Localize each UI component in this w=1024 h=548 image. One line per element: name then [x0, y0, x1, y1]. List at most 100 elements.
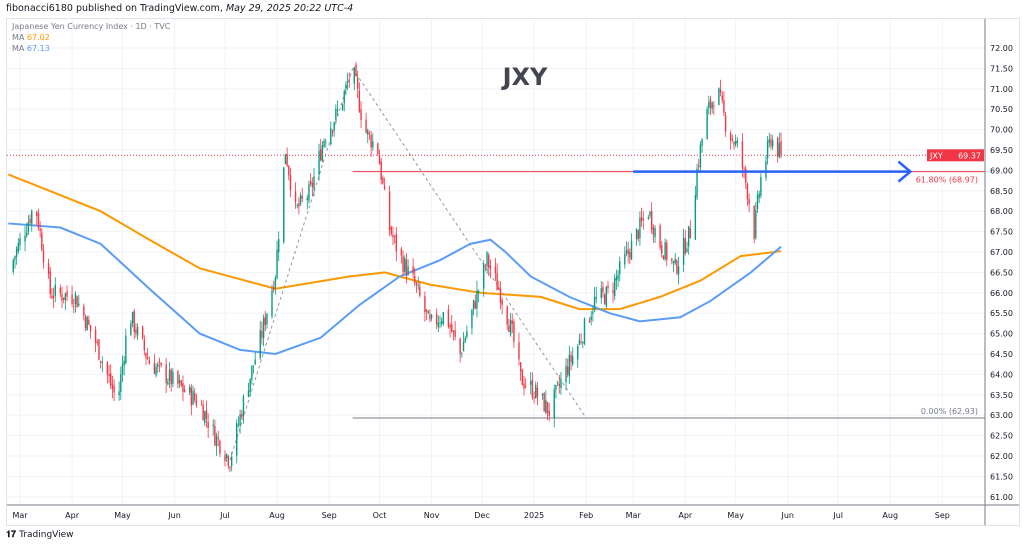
- fib-trend-line: [352, 68, 587, 419]
- candle: [451, 315, 453, 333]
- candle-body: [672, 261, 675, 264]
- candle-body: [743, 168, 745, 169]
- y-tick-label: 68.00: [990, 207, 1013, 216]
- candle-body: [368, 132, 371, 134]
- candle: [558, 374, 560, 394]
- candle: [619, 256, 621, 282]
- candle: [180, 379, 182, 388]
- candle: [360, 101, 362, 129]
- candle-body: [748, 199, 750, 204]
- candle: [158, 357, 161, 373]
- candle: [313, 168, 315, 197]
- candle: [101, 356, 104, 373]
- candle: [41, 227, 43, 252]
- candle: [392, 226, 394, 246]
- candle: [612, 282, 614, 303]
- ma2-label: MA: [12, 44, 25, 53]
- candle-body: [76, 296, 78, 308]
- candle: [577, 344, 579, 368]
- candle: [424, 291, 426, 322]
- candle: [449, 322, 451, 338]
- candle-body: [440, 321, 443, 325]
- candle-body: [358, 90, 361, 112]
- candle: [365, 112, 367, 134]
- candle-body: [593, 296, 596, 310]
- x-tick-label: Jun: [781, 511, 795, 520]
- candle: [27, 215, 30, 236]
- candle: [368, 130, 371, 141]
- candle-body: [301, 196, 303, 199]
- author-link[interactable]: fibonacci6180: [6, 3, 73, 14]
- candle: [318, 143, 320, 181]
- candle-body: [701, 138, 703, 146]
- candle-body: [711, 102, 713, 109]
- candle-body: [370, 134, 372, 148]
- candle-body: [719, 89, 722, 93]
- candle: [283, 167, 285, 244]
- candle-body: [145, 353, 147, 358]
- candle: [214, 419, 216, 447]
- candle: [143, 335, 146, 356]
- candle-body: [382, 177, 384, 184]
- candle-body: [459, 338, 461, 354]
- candle-body: [461, 353, 463, 355]
- candle: [661, 240, 663, 258]
- candle: [306, 194, 308, 210]
- candle-body: [758, 193, 760, 198]
- candle-body: [99, 361, 102, 363]
- y-tick-label: 61.00: [990, 493, 1013, 502]
- candle: [348, 72, 350, 88]
- candle-body: [320, 149, 322, 161]
- candle-body: [294, 191, 297, 203]
- candle-body: [546, 401, 549, 414]
- candle-body: [439, 322, 441, 324]
- candle-body: [348, 79, 350, 81]
- legend-ma1: MA 67.02: [12, 33, 50, 42]
- candle: [630, 233, 633, 260]
- candle: [509, 313, 512, 337]
- candle-body: [54, 284, 56, 296]
- candle-body: [509, 319, 512, 335]
- y-tick-label: 70.50: [990, 105, 1013, 114]
- candle: [31, 209, 33, 232]
- candle-body: [106, 362, 109, 375]
- candle: [666, 239, 668, 267]
- candle: [39, 221, 41, 238]
- candle-body: [555, 384, 557, 390]
- candle-body: [592, 311, 594, 314]
- candle: [388, 185, 391, 237]
- candle: [49, 266, 51, 299]
- candle: [417, 276, 419, 290]
- candle: [17, 238, 20, 254]
- candle: [642, 210, 644, 230]
- candle: [580, 333, 582, 345]
- candle: [195, 393, 198, 408]
- candle-body: [674, 258, 676, 264]
- candle: [121, 355, 124, 382]
- tradingview-logo[interactable]: 𝟏𝟕 TradingView: [6, 530, 74, 540]
- y-tick-label: 66.00: [990, 289, 1013, 298]
- candle: [578, 333, 581, 346]
- candle: [380, 157, 382, 185]
- candle: [488, 252, 490, 277]
- candle-body: [595, 296, 597, 299]
- candle-body: [708, 102, 710, 108]
- candle-body: [624, 254, 626, 265]
- candle: [494, 258, 497, 282]
- candle: [482, 260, 485, 297]
- candle: [135, 323, 137, 338]
- candle-body: [52, 296, 55, 299]
- candle: [341, 103, 344, 112]
- candle-body: [323, 140, 325, 147]
- candle-body: [523, 383, 525, 389]
- candle: [230, 451, 233, 472]
- candle: [711, 101, 713, 114]
- candle-body: [733, 141, 735, 145]
- candle: [145, 352, 147, 366]
- candle: [536, 382, 539, 406]
- candle: [146, 347, 149, 361]
- y-tick-label: 72.00: [990, 44, 1013, 53]
- candle-body: [745, 168, 747, 183]
- candle: [677, 256, 680, 285]
